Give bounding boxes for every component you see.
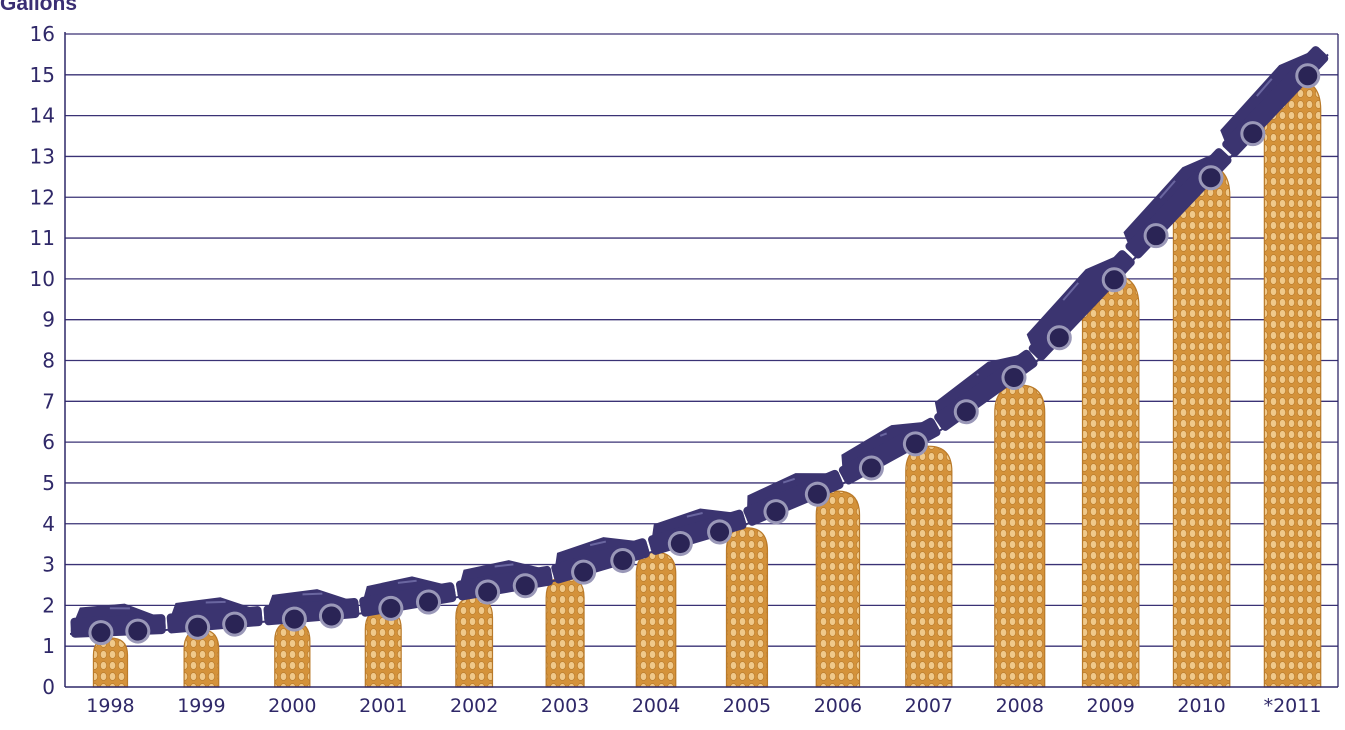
y-axis-unit-label: Gallons — [0, 0, 78, 15]
y-tick-label: 9 — [42, 308, 55, 332]
x-tick-label: 1999 — [177, 695, 225, 717]
y-tick-label: 2 — [42, 593, 55, 617]
station-wagon-icon — [1026, 250, 1135, 361]
y-tick-label: 6 — [42, 430, 55, 454]
station-wagon-icon — [1220, 46, 1329, 157]
x-tick-label: 2010 — [1177, 695, 1225, 717]
corn-bar-2005 — [725, 527, 769, 688]
station-wagon-icon — [838, 417, 941, 485]
y-tick-label: 1 — [42, 634, 55, 658]
corn-bar-2004 — [635, 551, 677, 688]
x-tick-label: 2000 — [268, 695, 316, 717]
y-tick-label: 8 — [42, 349, 55, 373]
corn-bar-2006 — [815, 490, 861, 688]
station-wagon-icon — [934, 349, 1038, 431]
x-tick-label: 2002 — [450, 695, 498, 717]
x-tick-label: 2005 — [723, 695, 771, 717]
y-tick-label: 16 — [30, 22, 55, 46]
y-tick-label: 13 — [30, 144, 55, 168]
corn-bar-2010 — [1172, 163, 1231, 688]
station-wagon-icon — [648, 508, 747, 557]
y-tick-label: 12 — [30, 185, 55, 209]
y-tick-label: 10 — [30, 267, 55, 291]
station-wagon-icon — [166, 597, 263, 640]
x-tick-label: *2011 — [1264, 695, 1322, 717]
station-wagon-icon — [455, 560, 553, 605]
y-tick-label: 5 — [42, 471, 55, 495]
corn-bar-2007 — [905, 445, 953, 688]
y-tick-label: 7 — [42, 389, 55, 413]
corn-bar-*2011 — [1263, 78, 1322, 688]
corn-bar-2000 — [274, 621, 311, 688]
y-tick-label: 15 — [30, 63, 55, 87]
corn-bar-1998 — [92, 637, 129, 688]
x-tick-label: 2008 — [996, 695, 1044, 717]
corn-bar-2002 — [455, 596, 494, 688]
corn-bar-2003 — [545, 576, 585, 688]
x-tick-label: 2001 — [359, 695, 407, 717]
corn-bar-2008 — [994, 384, 1046, 688]
axes — [64, 32, 1339, 688]
station-wagon-icon — [551, 537, 650, 585]
station-wagon-icon — [70, 603, 166, 646]
x-tick-label: 2003 — [541, 695, 589, 717]
x-tick-label: 2007 — [905, 695, 953, 717]
car-trend-markers — [70, 46, 1329, 646]
y-tick-label: 11 — [30, 226, 55, 250]
station-wagon-icon — [743, 469, 844, 526]
x-tick-labels: 1998 1999 2000 2001 2002 2003 2004 2005 2006 2007… — [86, 695, 1321, 717]
x-tick-label: 1998 — [86, 695, 134, 717]
station-wagon-icon — [359, 576, 457, 621]
x-tick-label: 2009 — [1086, 695, 1134, 717]
y-tick-label: 0 — [42, 675, 55, 699]
grid-lines — [65, 33, 1338, 647]
station-wagon-icon — [1123, 148, 1232, 259]
x-tick-label: 2004 — [632, 695, 680, 717]
corn-bars — [92, 78, 1322, 688]
corn-bar-2009 — [1081, 274, 1140, 688]
y-tick-label: 14 — [30, 104, 55, 128]
y-tick-label: 3 — [42, 553, 55, 577]
y-tick-label: 4 — [42, 512, 55, 536]
x-tick-label: 2006 — [814, 695, 862, 717]
station-wagon-icon — [263, 589, 360, 632]
corn-bar-2001 — [364, 608, 402, 688]
